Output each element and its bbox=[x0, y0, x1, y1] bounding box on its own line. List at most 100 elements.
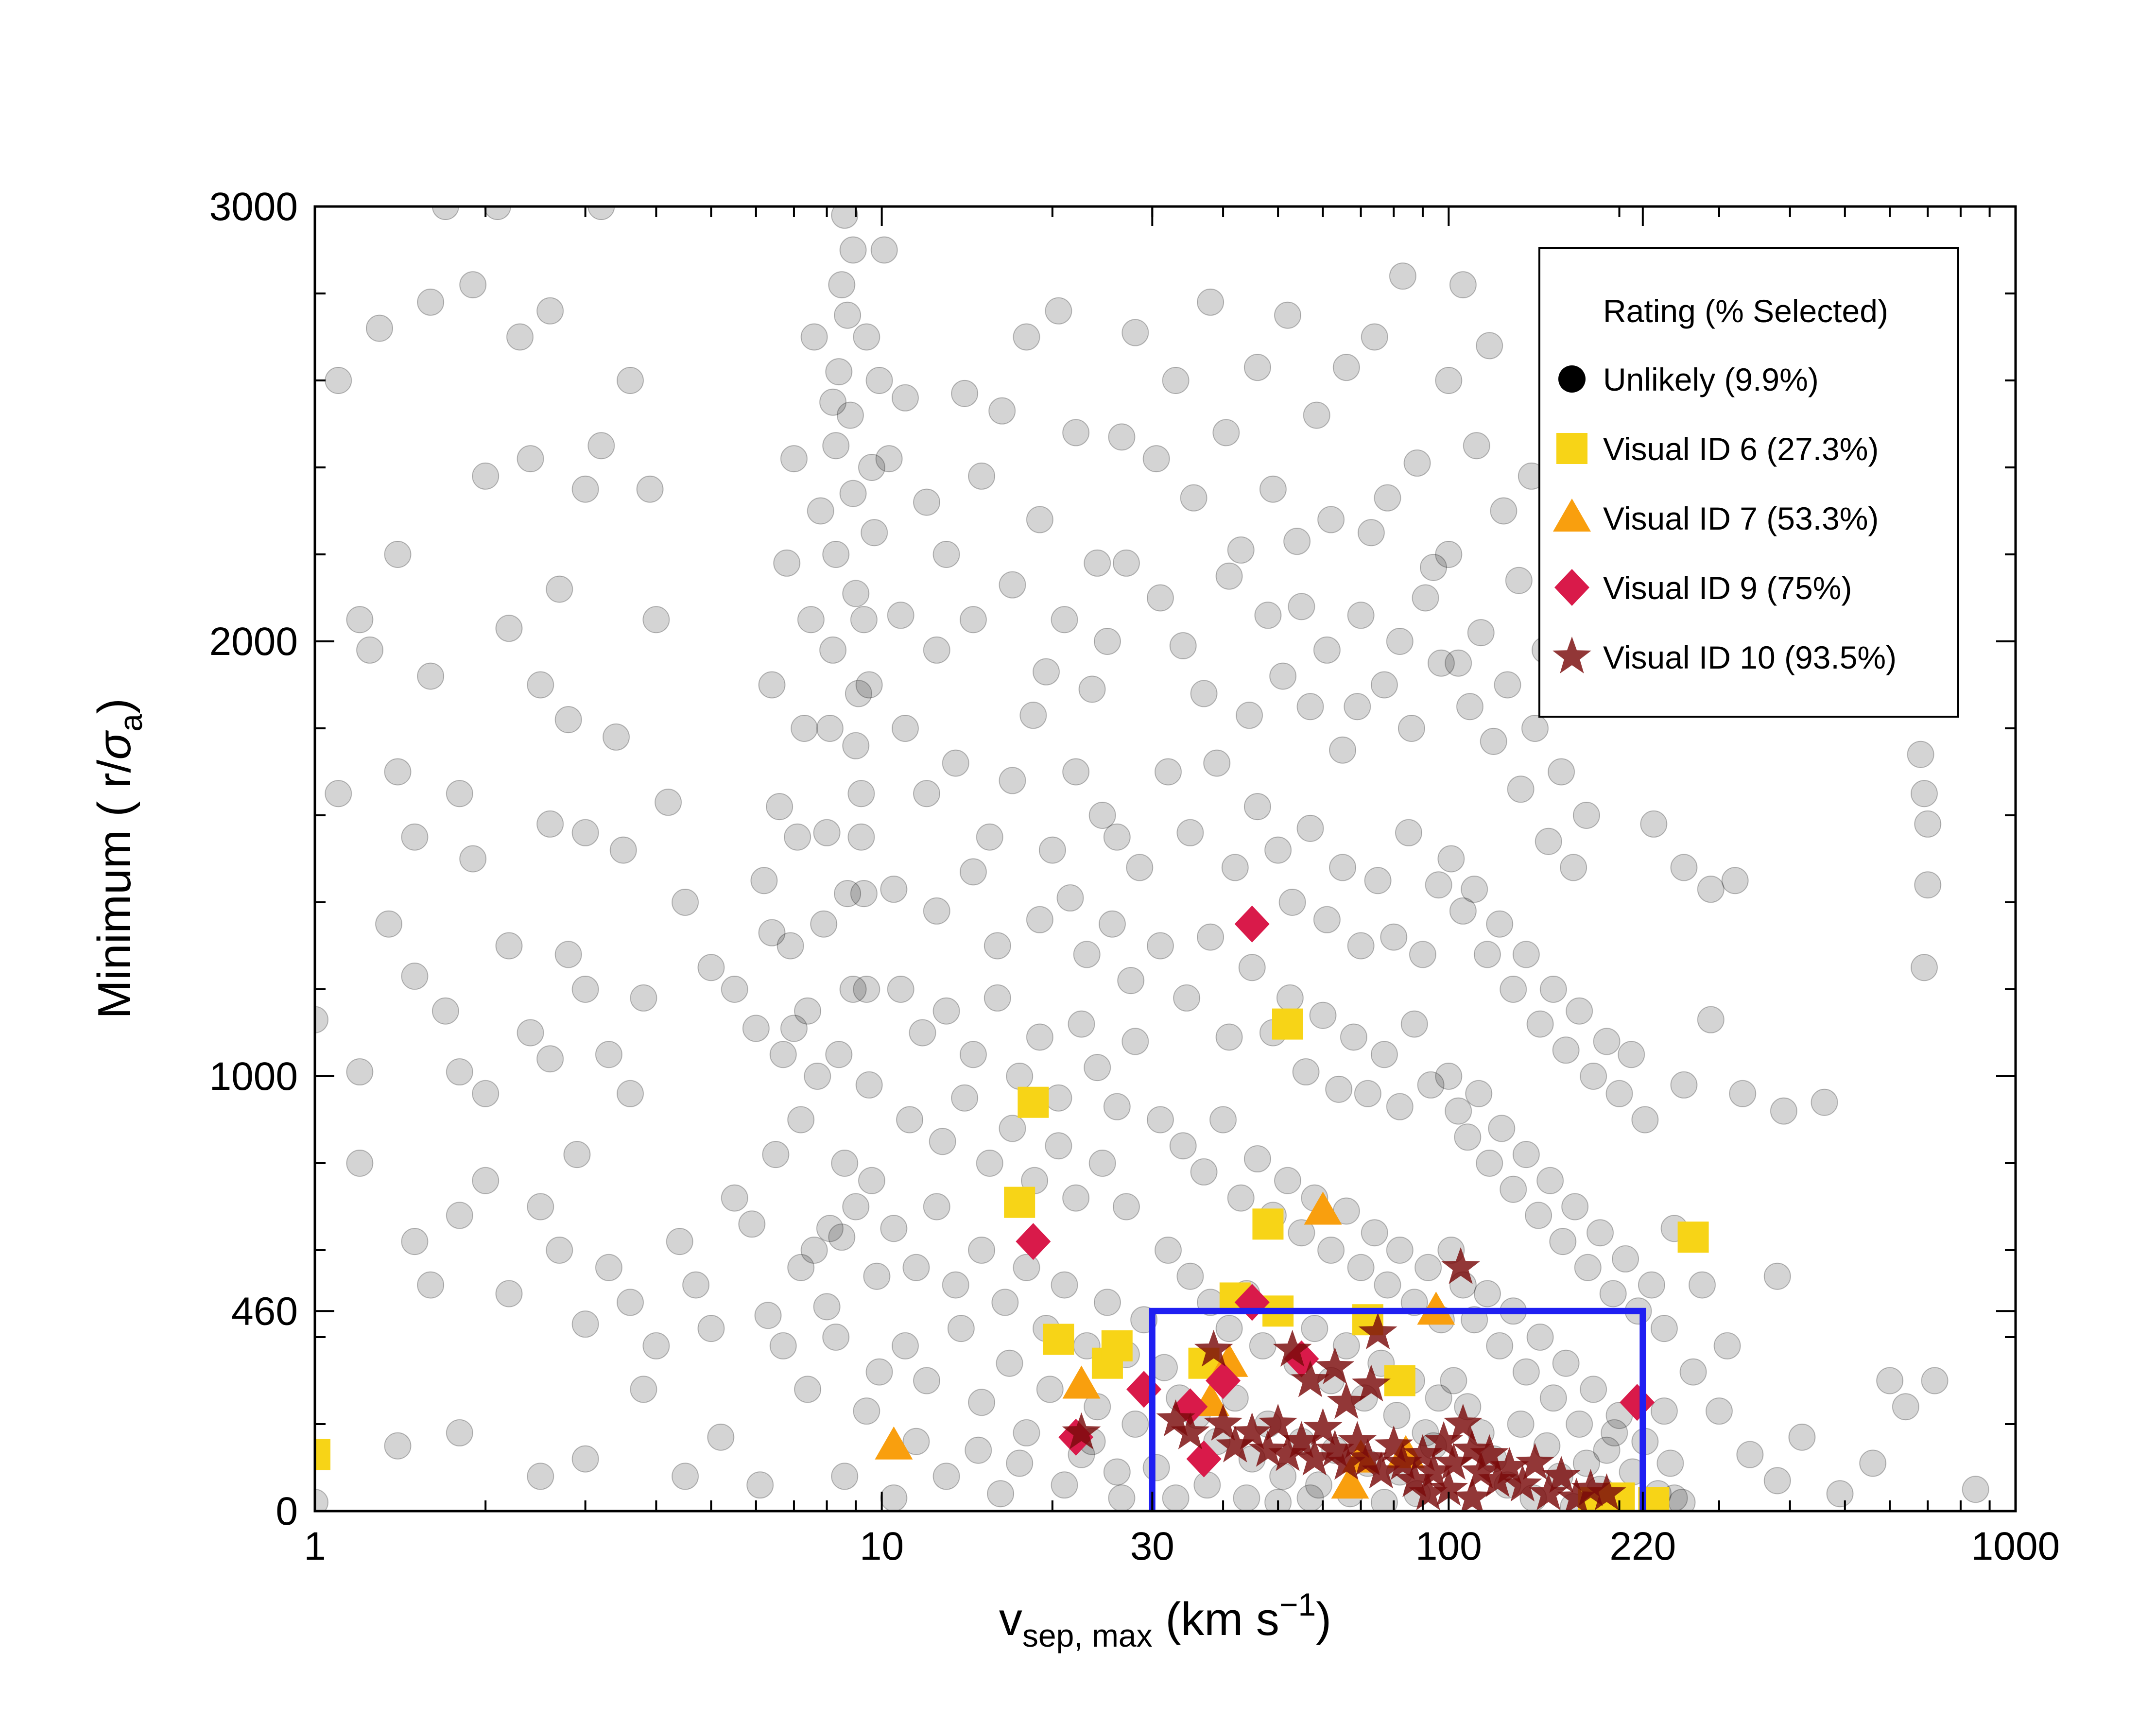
point-unlikely bbox=[571, 1445, 599, 1473]
point-unlikely bbox=[1454, 1393, 1482, 1421]
point-unlikely bbox=[1155, 758, 1182, 786]
point-unlikely bbox=[850, 606, 878, 634]
point-unlikely bbox=[784, 823, 811, 851]
point-unlikely bbox=[1763, 1262, 1791, 1290]
point-unlikely bbox=[887, 976, 914, 1003]
legend-entry-v7: Visual ID 7 (53.3%) bbox=[1553, 499, 1879, 536]
point-unlikely bbox=[822, 432, 850, 460]
point-unlikely bbox=[1344, 693, 1371, 721]
point-unlikely bbox=[1243, 1145, 1271, 1173]
point-unlikely bbox=[1650, 1315, 1678, 1342]
point-unlikely bbox=[959, 858, 987, 886]
point-unlikely bbox=[965, 1436, 992, 1464]
point-unlikely bbox=[1051, 1471, 1078, 1499]
point-unlikely bbox=[472, 462, 500, 490]
point-unlikely bbox=[1146, 584, 1174, 612]
selection-box-layer bbox=[1149, 1308, 1646, 1511]
x-axis-title-base: v bbox=[999, 1593, 1022, 1645]
point-unlikely bbox=[1397, 715, 1425, 742]
point-unlikely bbox=[909, 1019, 936, 1047]
x-tick-label: 220 bbox=[1609, 1524, 1676, 1568]
point-unlikely bbox=[1142, 445, 1170, 473]
point-v10 bbox=[1374, 1425, 1414, 1463]
point-unlikely bbox=[609, 836, 637, 864]
point-unlikely bbox=[721, 976, 748, 1003]
point-unlikely bbox=[816, 1215, 844, 1242]
point-unlikely bbox=[1419, 553, 1447, 581]
point-unlikely bbox=[1354, 1080, 1381, 1107]
point-unlikely bbox=[819, 636, 847, 664]
point-unlikely bbox=[807, 497, 834, 525]
point-v10 bbox=[1542, 1456, 1581, 1493]
point-unlikely bbox=[1914, 810, 1942, 838]
point-unlikely bbox=[1473, 941, 1501, 968]
point-unlikely bbox=[401, 963, 429, 990]
point-unlikely bbox=[1361, 1219, 1388, 1247]
point-unlikely bbox=[1357, 519, 1385, 547]
point-v9 bbox=[1016, 1223, 1051, 1260]
point-unlikely bbox=[1892, 1393, 1919, 1421]
point-unlikely bbox=[932, 1463, 960, 1490]
point-unlikely bbox=[1169, 1132, 1197, 1160]
point-unlikely bbox=[1215, 562, 1243, 590]
point-unlikely bbox=[932, 997, 960, 1025]
point-unlikely bbox=[1347, 932, 1375, 960]
x-tick-label: 1 bbox=[304, 1524, 326, 1568]
point-unlikely bbox=[1162, 1484, 1190, 1511]
point-unlikely bbox=[1203, 749, 1231, 777]
point-unlikely bbox=[1121, 1411, 1149, 1438]
point-unlikely bbox=[1729, 1080, 1757, 1107]
point-unlikely bbox=[913, 1367, 941, 1394]
point-unlikely bbox=[1243, 354, 1271, 381]
point-unlikely bbox=[822, 541, 850, 568]
point-v6 bbox=[315, 1439, 330, 1470]
point-unlikely bbox=[1062, 419, 1090, 447]
point-unlikely bbox=[1549, 1228, 1577, 1256]
point-unlikely bbox=[707, 1423, 735, 1451]
point-unlikely bbox=[1347, 1254, 1375, 1281]
point-unlikely bbox=[983, 984, 1011, 1012]
point-v10 bbox=[1291, 1360, 1330, 1397]
point-unlikely bbox=[1539, 976, 1567, 1003]
point-unlikely bbox=[1601, 1419, 1628, 1446]
legend-entries: Unlikely (9.9%) Visual ID 6 (27.3%) Visual… bbox=[1552, 361, 1897, 675]
point-v10 bbox=[1171, 1412, 1210, 1449]
point-unlikely bbox=[1176, 1262, 1204, 1290]
point-unlikely bbox=[1169, 632, 1197, 659]
point-unlikely bbox=[913, 488, 941, 516]
point-unlikely bbox=[721, 1184, 748, 1212]
point-unlikely bbox=[1512, 1358, 1540, 1386]
x-tick-label: 1000 bbox=[1971, 1524, 2060, 1568]
point-unlikely bbox=[1425, 1384, 1452, 1412]
point-v7 bbox=[1304, 1191, 1342, 1225]
point-unlikely bbox=[617, 1289, 644, 1316]
point-v9 bbox=[1206, 1362, 1241, 1399]
point-unlikely bbox=[1383, 1402, 1411, 1429]
point-unlikely bbox=[1162, 367, 1190, 394]
point-unlikely bbox=[776, 932, 804, 960]
point-unlikely bbox=[417, 288, 445, 316]
legend-marker-unlikely bbox=[1558, 365, 1586, 393]
point-v10 bbox=[1362, 1451, 1401, 1489]
point-unlikely bbox=[1445, 1097, 1472, 1125]
point-v10 bbox=[1248, 1429, 1288, 1467]
point-unlikely bbox=[365, 314, 393, 342]
point-unlikely bbox=[472, 1080, 500, 1107]
point-v10 bbox=[1351, 1364, 1391, 1402]
point-unlikely bbox=[1176, 819, 1204, 846]
series-layer bbox=[315, 207, 1989, 1511]
point-unlikely bbox=[1112, 549, 1140, 577]
point-unlikely bbox=[1117, 967, 1145, 995]
point-unlikely bbox=[1548, 758, 1575, 786]
point-unlikely bbox=[1435, 367, 1463, 394]
point-unlikely bbox=[1876, 1367, 1904, 1394]
point-unlikely bbox=[983, 932, 1011, 960]
legend-entry-v10: Visual ID 10 (93.5%) bbox=[1552, 637, 1897, 675]
point-unlikely bbox=[1435, 1063, 1463, 1090]
point-unlikely bbox=[1467, 619, 1495, 647]
point-unlikely bbox=[1512, 1141, 1540, 1169]
point-unlikely bbox=[446, 1419, 473, 1446]
point-unlikely bbox=[1221, 854, 1249, 881]
point-unlikely bbox=[527, 1193, 554, 1221]
